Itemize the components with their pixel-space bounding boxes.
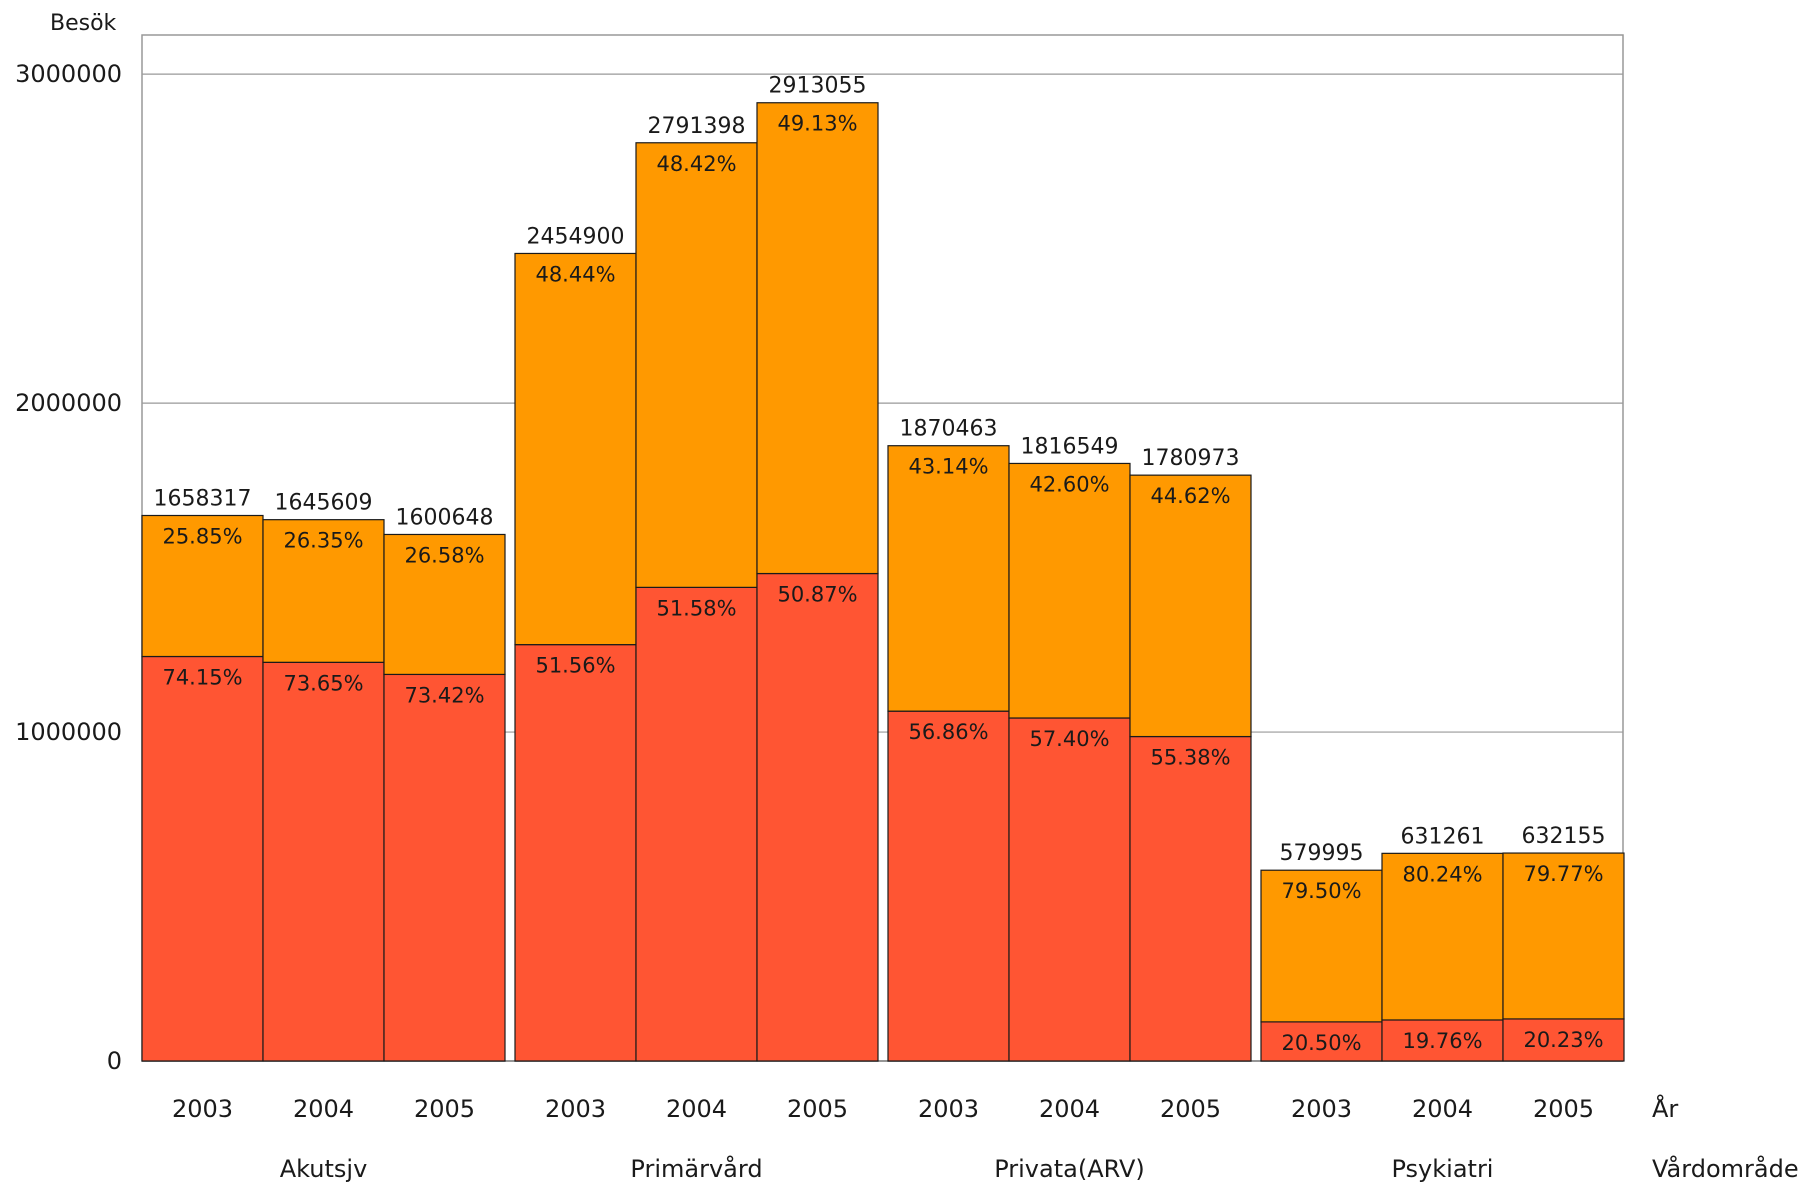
x-group-label: Privata(ARV) — [994, 1155, 1145, 1182]
x-tick-year-label: 2003 — [1291, 1095, 1352, 1123]
bar-segment-top — [514, 252, 637, 646]
bar-segment-bottom — [383, 673, 506, 1062]
bar-total-label: 2454900 — [527, 224, 625, 249]
bar-total-label: 2791398 — [648, 114, 746, 139]
bar-segment-top — [1129, 474, 1252, 738]
y-axis-title: Besök — [50, 11, 117, 36]
x-tick-year-label: 2005 — [414, 1095, 475, 1123]
bar-top-percent-label: 48.44% — [535, 262, 615, 286]
x-axis-group-title: Vårdområde — [1652, 1154, 1799, 1182]
bar-segment-top — [1381, 852, 1504, 1021]
bar-total-label: 1816549 — [1021, 434, 1119, 459]
y-tick-label: 0 — [107, 1047, 122, 1075]
bar-top-percent-label: 79.50% — [1281, 879, 1361, 903]
x-tick-year-label: 2004 — [1412, 1095, 1473, 1123]
x-axis-year-title: År — [1652, 1094, 1678, 1123]
bar-total-label: 2913055 — [769, 74, 867, 99]
bar-total-label: 632155 — [1522, 824, 1606, 849]
bar-total-label: 1870463 — [900, 417, 998, 442]
bar-segment-bottom — [635, 586, 758, 1062]
bar-top-percent-label: 80.24% — [1402, 862, 1482, 886]
bar-total-label: 631261 — [1401, 824, 1485, 849]
bar-top-percent-label: 25.85% — [162, 524, 242, 548]
bar-top-percent-label: 79.77% — [1523, 862, 1603, 886]
bar-total-label: 1600648 — [396, 505, 494, 530]
y-tick-label: 3000000 — [15, 60, 122, 88]
bars-layer — [141, 102, 1625, 1062]
bar-segment-top — [262, 519, 385, 663]
bar-bottom-percent-label: 56.86% — [908, 720, 988, 744]
bar-segment-bottom — [1129, 735, 1252, 1062]
x-tick-year-label: 2004 — [1039, 1095, 1100, 1123]
x-group-label: Akutsjv — [280, 1155, 368, 1182]
bar-segment-top — [635, 142, 758, 588]
bar-segment-bottom — [514, 644, 637, 1062]
labels-layer: 0 1000000 2000000 3000000 1658317 25.85% 74.15… — [15, 60, 1606, 1183]
x-tick-year-label: 2005 — [1533, 1095, 1594, 1123]
bar-segment-top — [1260, 869, 1383, 1023]
y-tick-label: 2000000 — [15, 389, 122, 417]
x-tick-year-label: 2005 — [1160, 1095, 1221, 1123]
bar-segment-top — [1008, 462, 1131, 719]
bar-segment-top — [141, 514, 264, 658]
x-group-label: Primärvård — [630, 1154, 762, 1182]
bar-bottom-percent-label: 57.40% — [1029, 727, 1109, 751]
bar-segment-top — [383, 533, 506, 676]
bar-top-percent-label: 49.13% — [777, 112, 857, 136]
bar-segment-bottom — [262, 661, 385, 1062]
bar-bottom-percent-label: 55.38% — [1150, 746, 1230, 770]
bar-bottom-percent-label: 20.50% — [1281, 1031, 1361, 1055]
bar-segment-top — [1502, 852, 1625, 1020]
x-tick-year-label: 2003 — [918, 1095, 979, 1123]
x-tick-year-label: 2004 — [666, 1095, 727, 1123]
bar-total-label: 1645609 — [275, 491, 373, 516]
bar-top-percent-label: 26.58% — [404, 543, 484, 567]
bar-bottom-percent-label: 19.76% — [1402, 1029, 1482, 1053]
bar-segment-top — [887, 445, 1010, 712]
bar-bottom-percent-label: 73.65% — [283, 671, 363, 695]
bar-bottom-percent-label: 51.56% — [535, 654, 615, 678]
bar-top-percent-label: 43.14% — [908, 455, 988, 479]
bar-bottom-percent-label: 50.87% — [777, 583, 857, 607]
bar-segment-bottom — [756, 572, 879, 1062]
y-tick-label: 1000000 — [15, 718, 122, 746]
bar-top-percent-label: 42.60% — [1029, 472, 1109, 496]
bar-bottom-percent-label: 74.15% — [162, 666, 242, 690]
bar-top-percent-label: 26.35% — [283, 529, 363, 553]
x-tick-year-label: 2003 — [172, 1095, 233, 1123]
bar-total-label: 579995 — [1280, 841, 1364, 866]
bar-segment-bottom — [887, 710, 1010, 1062]
x-group-label: Psykiatri — [1392, 1155, 1494, 1182]
bar-segment-bottom — [1008, 717, 1131, 1062]
bar-bottom-percent-label: 20.23% — [1523, 1028, 1603, 1052]
bar-segment-bottom — [1502, 1018, 1625, 1062]
bar-total-label: 1658317 — [154, 486, 252, 511]
bar-bottom-percent-label: 73.42% — [404, 683, 484, 707]
bar-top-percent-label: 44.62% — [1150, 484, 1230, 508]
x-tick-year-label: 2004 — [293, 1095, 354, 1123]
bar-segment-bottom — [141, 655, 264, 1062]
bar-segment-top — [756, 102, 879, 575]
bar-bottom-percent-label: 51.58% — [656, 596, 736, 620]
x-tick-year-label: 2005 — [787, 1095, 848, 1123]
bar-top-percent-label: 48.42% — [656, 152, 736, 176]
bar-total-label: 1780973 — [1142, 446, 1240, 471]
x-tick-year-label: 2003 — [545, 1095, 606, 1123]
